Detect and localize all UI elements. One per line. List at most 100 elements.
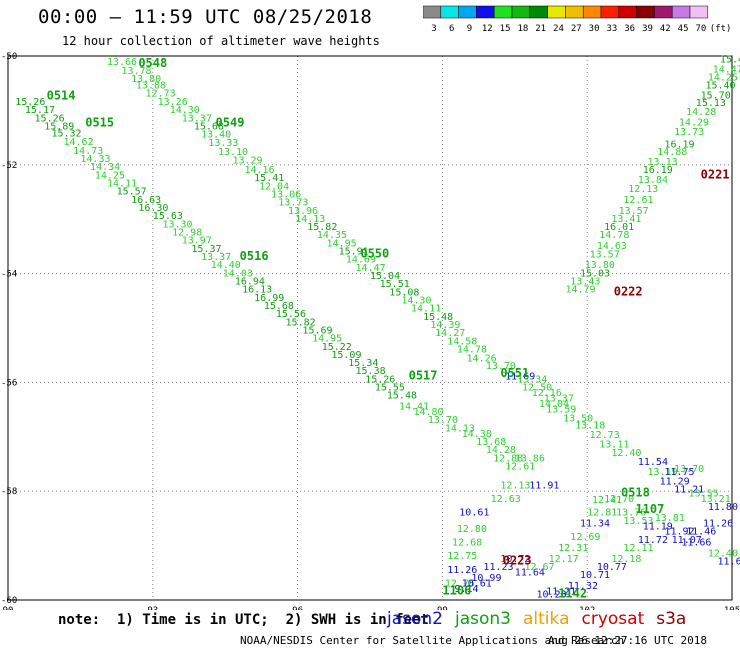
color-swatch-label: 15 [500,24,511,34]
swh-point: 13.88 [136,81,166,92]
swh-point: 12.13 [500,480,530,491]
swh-point: 13.40 [201,130,231,141]
swh-point: 13.10 [218,147,248,158]
chart-title: 00:00 – 11:59 UTC 08/25/2018 [38,6,373,28]
color-swatch-label: 30 [589,24,600,34]
swh-point: 13.70 [428,415,458,426]
swh-point: 15.26 [35,113,65,124]
swh-point: 13.70 [486,361,516,372]
y-tick-label: -52 [1,161,17,171]
x-tick-label: 96 [292,606,303,610]
swh-point: 11.75 [664,467,694,478]
mission-s3a: s3a [656,609,687,629]
swh-point: 14.30 [401,296,431,307]
swh-point: 12.70 [604,494,634,505]
swh-point: 13.78 [121,66,151,77]
swh-point: 11.46 [686,527,716,538]
track-time-label: 0550 [360,246,389,260]
swh-point: 12.81 [587,508,617,519]
swh-point: 11.72 [638,535,668,546]
swh-point: 14.25 [95,170,125,181]
y-tick-label: -50 [1,52,17,62]
swh-point: 14.27 [435,328,465,339]
swh-point: 12.69 [570,532,600,543]
swh-point: 15.55 [375,383,405,394]
swh-point: 13.70 [674,464,704,475]
units-note: note: 1) Time is in UTC; 2) SWH is in fe… [58,612,429,628]
color-swatch-label: 39 [642,24,653,34]
swh-point: 15.17 [25,105,55,116]
swh-point: 13.80 [585,260,615,271]
swh-point: 12.31 [558,543,588,554]
swh-point: 13.53 [623,516,653,527]
swh-point: 13.18 [575,421,605,432]
swh-point: 15.82 [307,222,337,233]
swh-point: 16.99 [254,293,284,304]
swh-point: 9.14 [454,584,478,595]
color-swatch-label: 3 [431,24,436,34]
swh-point: 13.73 [278,198,308,209]
track-time-label: 0515 [85,116,114,130]
swh-point: 14.78 [457,344,487,355]
swh-point: 15.41 [254,173,284,184]
color-swatch-label: 12 [482,24,493,34]
swh-point: 12.68 [452,538,482,549]
swh-point: 13.13 [648,157,678,168]
x-tick-label: 102 [579,606,595,610]
track-time-label: 0222 [614,284,643,298]
swh-point: 11.66 [681,538,711,549]
swh-point: 10.61 [462,578,492,589]
color-swatch-label: 42 [660,24,671,34]
unit-label: (ft) [710,24,732,34]
swh-point: 13.37 [544,393,574,404]
swh-point: 11.80 [708,502,738,513]
swh-point: 15.03 [580,268,610,279]
track-time-label: 0548 [138,56,167,70]
swh-point: 14.35 [317,230,347,241]
swh-point: 11.91 [529,480,559,491]
swh-point: 13.81 [655,513,685,524]
swh-point: 12.61 [505,461,535,472]
swh-point: 15.69 [302,325,332,336]
x-tick-label: 93 [147,606,158,610]
swh-point: 14.29 [679,118,709,129]
swh-point: 13.55 [689,489,719,500]
swh-point: 13.30 [162,219,192,230]
swh-point: 14.63 [597,241,627,252]
swh-point: 14.41 [399,402,429,413]
swh-point: 14.34 [90,162,120,173]
swh-point: 16.94 [235,276,265,287]
color-swatch-label: 24 [553,24,564,34]
swh-point: 15.68 [194,121,224,132]
swh-point: 14.95 [327,238,357,249]
swh-point: 14.03 [223,268,253,279]
swh-point: 15.26 [15,97,45,108]
swh-point: 13.29 [232,156,262,167]
chart-subtitle: 12 hour collection of altimeter wave hei… [62,34,380,48]
swh-point: 13.21 [701,494,731,505]
color-swatch-label: 70 [695,24,706,34]
x-tick-label: 99 [437,606,448,610]
swh-point: 15.09 [331,350,361,361]
swh-point: 14.04 [539,399,569,410]
color-swatch-label: 9 [467,24,472,34]
y-tick-label: -56 [1,378,17,388]
y-tick-label: -58 [1,487,17,497]
swh-point: 12.41 [592,495,622,506]
swh-point: 15.22 [322,342,352,353]
mission-jason3: jason3 [455,609,511,629]
swh-point: 16.30 [138,203,168,214]
swh-point: 13.33 [208,138,238,149]
swh-point: 16.13 [242,285,272,296]
swh-point: 16.63 [131,195,161,206]
swh-point: 15.48 [423,312,453,323]
swh-point: 11.69 [505,372,535,383]
mission-jason2: jason2 [387,609,443,629]
swh-point: 14.11 [107,179,137,190]
generated-timestamp: Aug 26 12:27:16 UTC 2018 [548,634,707,647]
swh-point: 13.73 [674,127,704,138]
swh-point: 10.23 [537,589,567,600]
swh-point: 15.40 [705,81,735,92]
swh-point: 14.79 [565,285,595,296]
swh-point: 15.48 [387,391,417,402]
